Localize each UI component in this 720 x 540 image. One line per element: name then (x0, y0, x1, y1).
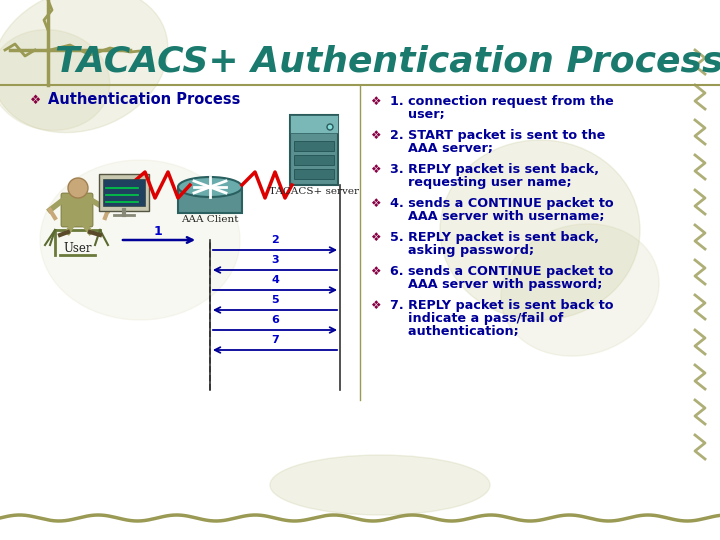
Text: 2: 2 (271, 235, 279, 245)
Text: ❖: ❖ (370, 163, 380, 176)
Text: ❖: ❖ (370, 95, 380, 108)
Text: 1: 1 (153, 225, 163, 238)
Text: Authentication Process: Authentication Process (48, 92, 240, 107)
Circle shape (68, 178, 88, 198)
FancyBboxPatch shape (290, 115, 338, 185)
Text: 4. sends a CONTINUE packet to: 4. sends a CONTINUE packet to (390, 197, 613, 210)
FancyBboxPatch shape (290, 115, 338, 132)
FancyBboxPatch shape (103, 179, 145, 206)
Text: AAA server with password;: AAA server with password; (390, 278, 603, 291)
Ellipse shape (40, 160, 240, 320)
Text: 7. REPLY packet is sent back to: 7. REPLY packet is sent back to (390, 299, 613, 312)
Text: 6. sends a CONTINUE packet to: 6. sends a CONTINUE packet to (390, 265, 613, 278)
FancyBboxPatch shape (99, 174, 149, 211)
Ellipse shape (501, 224, 659, 356)
Text: 1. connection request from the: 1. connection request from the (390, 95, 613, 108)
Text: user;: user; (390, 108, 445, 121)
Text: ❖: ❖ (370, 231, 380, 244)
Text: AAA server;: AAA server; (390, 142, 493, 155)
FancyBboxPatch shape (294, 169, 334, 179)
Text: TACACS+ Authentication Process: TACACS+ Authentication Process (55, 45, 720, 79)
Text: 3: 3 (271, 255, 279, 265)
Ellipse shape (0, 0, 168, 133)
Text: AAA server with username;: AAA server with username; (390, 210, 605, 223)
Text: ❖: ❖ (370, 197, 380, 210)
Text: AAA Client: AAA Client (181, 215, 239, 225)
Text: 6: 6 (271, 315, 279, 325)
Text: ❖: ❖ (30, 93, 41, 106)
Ellipse shape (440, 140, 640, 320)
FancyBboxPatch shape (294, 141, 334, 151)
FancyBboxPatch shape (61, 193, 93, 227)
Text: indicate a pass/fail of: indicate a pass/fail of (390, 312, 563, 325)
Text: authentication;: authentication; (390, 325, 518, 338)
FancyBboxPatch shape (294, 155, 334, 165)
Circle shape (327, 124, 333, 130)
Ellipse shape (0, 30, 109, 130)
Text: ❖: ❖ (370, 129, 380, 142)
Text: 4: 4 (271, 275, 279, 285)
Text: 3. REPLY packet is sent back,: 3. REPLY packet is sent back, (390, 163, 599, 176)
Ellipse shape (270, 455, 490, 515)
Text: requesting user name;: requesting user name; (390, 176, 572, 189)
Text: 5: 5 (271, 295, 279, 305)
Text: ❖: ❖ (370, 265, 380, 278)
Text: 5. REPLY packet is sent back,: 5. REPLY packet is sent back, (390, 231, 599, 244)
Text: asking password;: asking password; (390, 244, 534, 257)
Text: ❖: ❖ (370, 299, 380, 312)
FancyBboxPatch shape (178, 187, 242, 213)
Text: User: User (64, 241, 92, 254)
Text: 2. START packet is sent to the: 2. START packet is sent to the (390, 129, 606, 142)
Text: TACACS+ server: TACACS+ server (269, 187, 359, 197)
Ellipse shape (178, 177, 242, 197)
Text: 7: 7 (271, 335, 279, 345)
